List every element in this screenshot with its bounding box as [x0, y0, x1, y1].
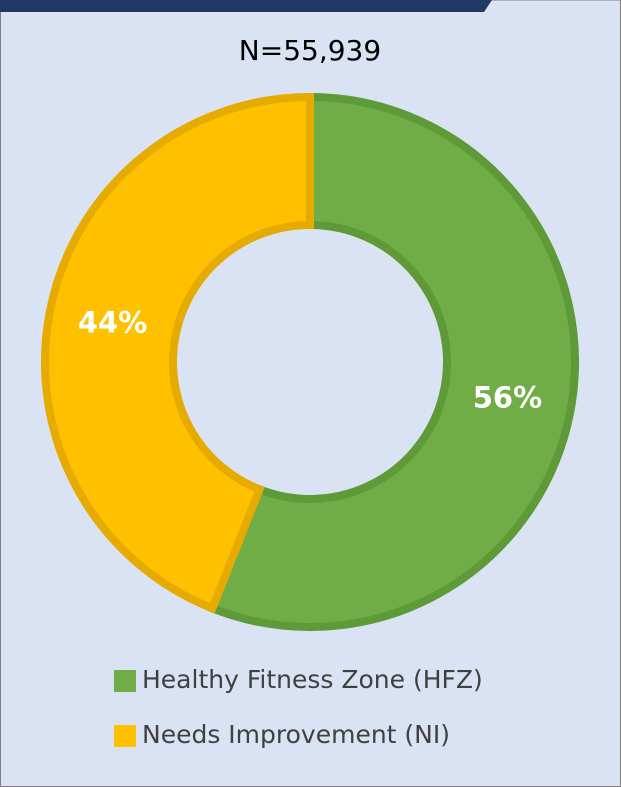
header-bar — [0, 0, 492, 12]
chart-title: N=55,939 — [239, 34, 381, 67]
data-label: 44% — [78, 305, 147, 339]
legend-label: Healthy Fitness Zone (HFZ) — [142, 665, 483, 694]
legend-label: Needs Improvement (NI) — [142, 720, 450, 749]
data-label: 56% — [473, 381, 542, 415]
donut-slice — [41, 92, 314, 614]
legend-swatch — [114, 725, 136, 747]
donut-slice — [207, 92, 579, 631]
legend-swatch — [114, 670, 136, 692]
